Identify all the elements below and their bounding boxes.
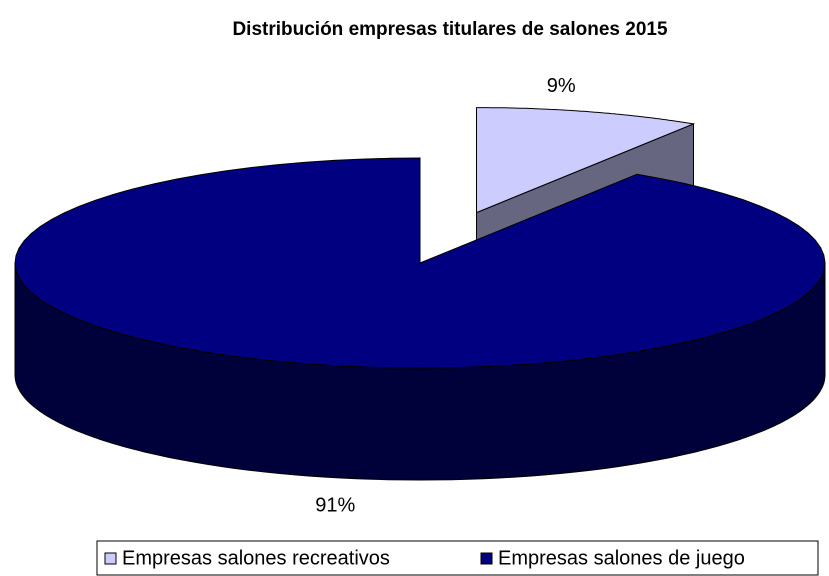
slice <box>476 107 696 214</box>
legend-swatch <box>480 552 493 565</box>
chart-title: Distribución empresas titulares de salon… <box>232 19 668 40</box>
data-label: 9% <box>547 75 576 97</box>
slice <box>14 157 826 369</box>
legend: Empresas salones recreativos Empresas sa… <box>96 540 819 576</box>
legend-swatch <box>104 552 117 565</box>
legend-label: Empresas salones de juego <box>498 547 745 569</box>
pie: 9% 91% <box>14 75 826 516</box>
legend-label: Empresas salones recreativos <box>122 547 390 569</box>
legend-box <box>96 540 819 576</box>
data-label: 91% <box>315 494 355 516</box>
